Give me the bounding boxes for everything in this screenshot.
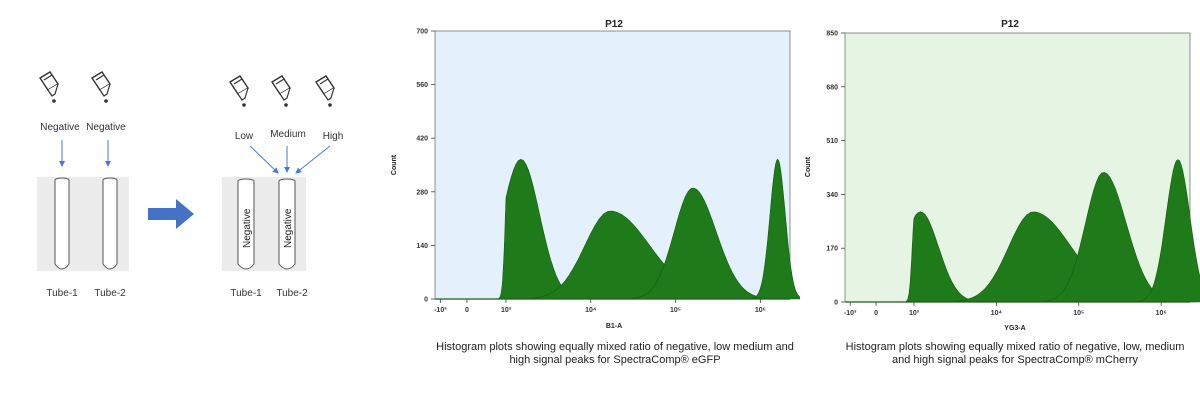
x-tick-label: 10⁴: [585, 307, 597, 314]
signal-label-low: Low: [235, 131, 254, 142]
y-tick-label: 280: [416, 189, 428, 196]
chart-title: P12: [605, 19, 623, 30]
signal-label-medium: Medium: [270, 129, 306, 140]
y-axis-title: Count: [805, 156, 812, 177]
histogram-svg: P12 0 170 340 510 680 850 -10³ 0 10³ 10⁴ 10⁵ 10⁶ Co…: [800, 0, 1200, 340]
y-tick-label: 0: [834, 300, 838, 307]
y-tick-label: 0: [424, 297, 428, 304]
x-tick-label: 10⁵: [670, 307, 681, 314]
x-tick-label: -10³: [434, 307, 447, 314]
x-tick-label: 10⁵: [1073, 310, 1084, 317]
tube-content-label: Negative: [242, 208, 253, 248]
y-tick-label: 510: [826, 138, 838, 145]
y-tick-label: 170: [826, 246, 838, 253]
x-tick-label: 10⁶: [755, 307, 766, 314]
x-axis-title: B1-A: [606, 323, 622, 330]
reagent-label-1: Negative: [40, 122, 80, 133]
y-tick-label: 680: [826, 84, 838, 91]
signal-label-high: High: [323, 131, 344, 142]
x-axis-title: YG3-A: [1004, 325, 1025, 332]
tube-label-1: Tube-1: [230, 288, 262, 299]
y-tick-label: 850: [826, 31, 838, 38]
histogram-svg: P12 0 140 280 420 560 700 -10³ 0 10³ 10⁴ 10⁵ 10⁶ Co…: [380, 0, 800, 340]
y-tick-label: 140: [416, 243, 428, 250]
tube-label-2: Tube-2: [276, 288, 308, 299]
chart-title: P12: [1001, 19, 1019, 30]
flow-arrow: [250, 146, 278, 173]
dropper-icon: [92, 72, 110, 103]
x-tick-label: 10³: [909, 310, 920, 317]
histogram-chart-mcherry: P12 0 170 340 510 680 850 -10³ 0 10³ 10⁴ 10⁵ 10⁶ Co…: [800, 0, 1200, 400]
y-axis-title: Count: [391, 154, 398, 175]
reagent-label-2: Negative: [86, 122, 126, 133]
flow-arrow: [296, 146, 330, 173]
tube-label-2: Tube-2: [94, 288, 126, 299]
y-tick-label: 420: [416, 136, 428, 143]
workflow-svg: Negative Negative Tube-1 Tube-2 Low Medi…: [0, 0, 380, 400]
tube-content-label: Negative: [283, 208, 294, 248]
y-tick-label: 340: [826, 192, 838, 199]
y-tick-label: 700: [416, 29, 428, 36]
y-tick-label: 560: [416, 82, 428, 89]
x-tick-label: 10³: [501, 307, 512, 314]
tube-label-1: Tube-1: [46, 288, 78, 299]
x-tick-label: 10⁴: [991, 310, 1003, 317]
test-tube: [103, 178, 117, 269]
dropper-icon: [272, 76, 290, 107]
workflow-diagram: Negative Negative Tube-1 Tube-2 Low Medi…: [0, 0, 380, 400]
test-tube: [55, 178, 69, 269]
dropper-icon: [230, 76, 248, 107]
histogram-chart-egfp: P12 0 140 280 420 560 700 -10³ 0 10³ 10⁴ 10⁵ 10⁶ Co…: [380, 0, 800, 400]
x-tick-label: -10³: [844, 310, 857, 317]
x-tick-label: 0: [465, 307, 469, 314]
dropper-icon: [316, 76, 334, 107]
process-arrow-icon: [148, 199, 194, 229]
chart-caption: Histogram plots showing equally mixed ra…: [835, 341, 1195, 367]
chart-caption: Histogram plots showing equally mixed ra…: [435, 341, 795, 367]
x-tick-label: 10⁶: [1156, 310, 1167, 317]
dropper-icon: [40, 72, 58, 103]
x-tick-label: 0: [874, 310, 878, 317]
